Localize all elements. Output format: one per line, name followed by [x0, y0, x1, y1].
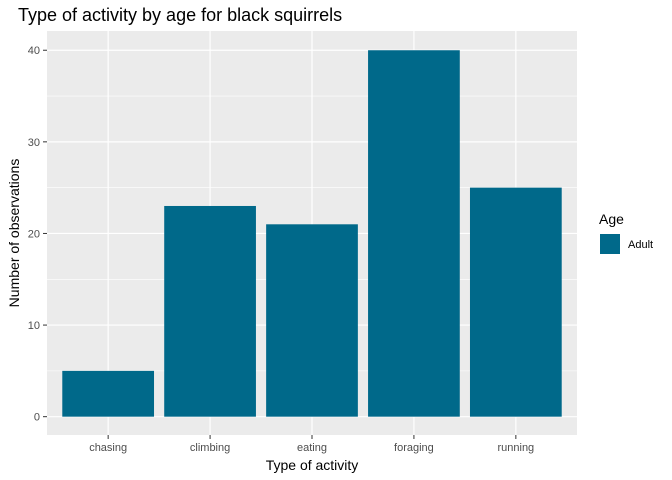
- x-tick-label: eating: [297, 442, 327, 454]
- y-tick-label: 40: [28, 45, 40, 57]
- legend-label-adult: Adult: [628, 239, 653, 251]
- y-axis-title: Number of observations: [6, 159, 22, 308]
- x-tick-label: chasing: [89, 442, 127, 454]
- bar-chasing: [62, 370, 155, 417]
- bar-eating: [266, 224, 358, 417]
- y-tick-label: 30: [28, 137, 40, 149]
- y-tick-label: 10: [28, 320, 40, 332]
- y-tick-label: 20: [28, 228, 40, 240]
- bar-running: [469, 187, 562, 417]
- legend: Age Adult: [599, 211, 653, 254]
- bar-climbing: [164, 205, 256, 417]
- legend-key-adult: [600, 234, 620, 254]
- legend-title: Age: [599, 211, 624, 227]
- x-tick-label: foraging: [394, 442, 434, 454]
- x-axis-title: Type of activity: [266, 457, 359, 473]
- bars: [62, 50, 562, 417]
- chart-title: Type of activity by age for black squirr…: [18, 5, 342, 25]
- x-axis: chasing climbing eating foraging running: [89, 435, 534, 454]
- y-axis: 0 10 20 30 40: [28, 45, 47, 424]
- x-tick-label: running: [497, 442, 534, 454]
- y-tick-label: 0: [34, 412, 40, 424]
- bar-foraging: [368, 50, 460, 417]
- x-tick-label: climbing: [190, 442, 230, 454]
